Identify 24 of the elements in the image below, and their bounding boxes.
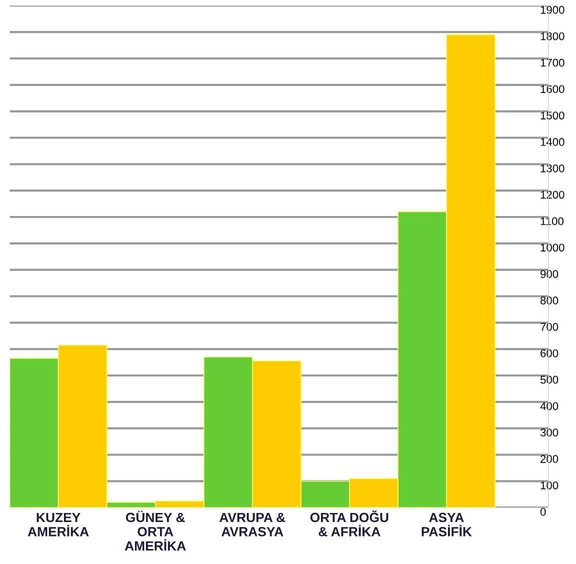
y-tick-label: 1400 xyxy=(540,138,564,146)
y-tick-label: 1800 xyxy=(540,32,564,40)
x-tick-label: AVRUPA & AVRASYA xyxy=(219,512,286,536)
y-tick-label: 1000 xyxy=(540,244,564,252)
y-tick-label: 500 xyxy=(540,376,558,384)
y-tick-label: 0 xyxy=(540,508,546,516)
y-tick-label: 200 xyxy=(540,455,558,463)
y-tick-label: 900 xyxy=(540,270,558,278)
y-tick-label: 100 xyxy=(540,481,558,490)
x-tick-label: KUZEY AMERİKA xyxy=(28,512,89,536)
x-tick-label: ORTA DOĞU & AFRİKA xyxy=(310,510,388,536)
y-tick-label: 1500 xyxy=(540,112,564,120)
y-tick-label: 1700 xyxy=(540,58,564,67)
y-tick-label: 1200 xyxy=(540,190,564,199)
y-tick-label: 1600 xyxy=(540,85,564,94)
y-tick-label: 1300 xyxy=(540,164,564,172)
y-tick-label: 600 xyxy=(540,349,558,358)
y-tick-label: 800 xyxy=(540,296,558,304)
y-tick-label: 300 xyxy=(540,428,558,437)
x-tick-label: GÜNEY & ORTA AMERİKA xyxy=(124,510,186,550)
y-tick-label: 400 xyxy=(540,402,558,410)
x-tick-label: ASYA PASİFİK xyxy=(422,512,472,536)
y-tick-label: 1900 xyxy=(540,6,564,14)
y-tick-label: 700 xyxy=(540,322,558,331)
